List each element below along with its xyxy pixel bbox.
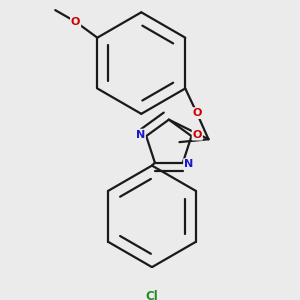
Text: Cl: Cl bbox=[146, 290, 158, 300]
Text: N: N bbox=[184, 159, 193, 169]
Text: O: O bbox=[192, 108, 202, 118]
Text: N: N bbox=[136, 130, 145, 140]
Text: O: O bbox=[71, 17, 80, 27]
Text: O: O bbox=[193, 130, 202, 140]
